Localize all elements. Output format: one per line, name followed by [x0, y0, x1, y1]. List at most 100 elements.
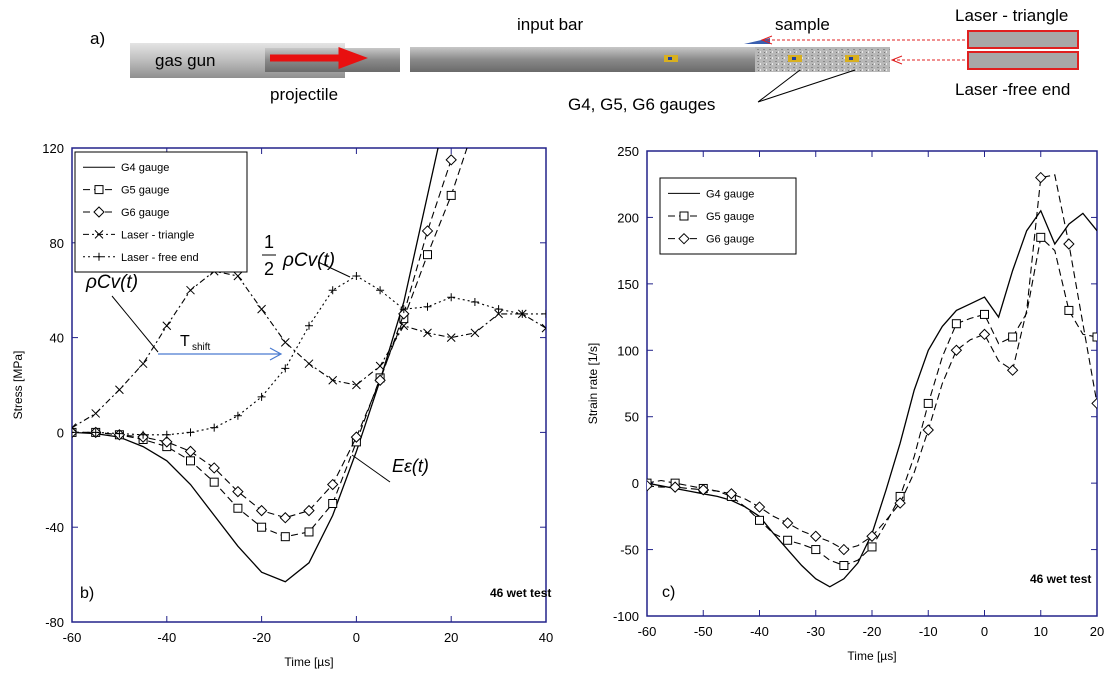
marker: [186, 456, 195, 466]
marker: [518, 309, 527, 318]
marker: [950, 344, 963, 356]
marker: [725, 488, 738, 500]
marker: [669, 481, 681, 493]
series-line: [647, 209, 1097, 588]
leader: [351, 454, 391, 483]
marker: [421, 225, 434, 237]
legend-label: G6 gauge: [121, 207, 169, 219]
marker: [446, 190, 456, 200]
y-tick-label: 200: [617, 210, 639, 225]
marker: [115, 385, 124, 395]
marker: [232, 485, 244, 498]
marker: [1064, 305, 1074, 315]
shift-arrow: [158, 347, 283, 361]
marker: [72, 423, 77, 433]
marker: [326, 478, 339, 491]
marker: [867, 542, 877, 552]
x-tick-label: 20: [1090, 624, 1104, 639]
plot-frame: [71, 147, 547, 623]
marker: [423, 328, 432, 338]
marker: [471, 120, 479, 128]
annotation: ρCv(t): [282, 250, 335, 271]
marker: [445, 154, 457, 166]
marker: [304, 527, 314, 537]
marker: [279, 512, 292, 524]
marker: [255, 504, 268, 517]
marker: [697, 484, 709, 496]
marker: [350, 431, 363, 443]
marker: [280, 532, 290, 542]
marker: [328, 375, 338, 385]
gauge: [849, 57, 853, 60]
series-line: [72, 148, 439, 583]
projectile-arrow: [270, 46, 368, 70]
marker: [541, 323, 546, 333]
setup-diagram: a) gas gun projectile input bar sample L…: [90, 6, 1079, 114]
marker: [184, 445, 197, 458]
x-tick-label: -40: [157, 630, 176, 645]
legend-label: Laser - free end: [121, 252, 199, 264]
marker: [811, 545, 821, 555]
beam-arrow: [890, 55, 903, 65]
marker: [257, 522, 267, 532]
y-tick-label: 100: [617, 343, 639, 358]
annotation: 46 wet test: [1030, 572, 1091, 586]
marker: [162, 321, 172, 331]
marker: [1091, 397, 1097, 410]
marker: [447, 293, 456, 302]
annotation: ρCv(t): [85, 272, 138, 293]
x-tick-label: 0: [353, 630, 360, 645]
marker: [352, 380, 361, 390]
marker: [139, 430, 148, 439]
x-tick-label: -20: [252, 630, 271, 645]
y-tick-label: 150: [617, 277, 639, 292]
legend-label: G5 gauge: [706, 211, 754, 223]
x-tick-label: -60: [63, 630, 82, 645]
y-axis-label: Strain rate [1/s]: [586, 343, 600, 424]
y-tick-label: -80: [45, 615, 64, 630]
input-bar: [410, 47, 755, 72]
marker: [209, 477, 219, 487]
marker: [470, 328, 480, 338]
marker: [494, 305, 503, 314]
marker: [399, 305, 408, 314]
legend-marker: [95, 252, 103, 261]
marker: [781, 517, 794, 529]
series-line: [72, 270, 546, 429]
gauge: [792, 57, 796, 60]
marker: [810, 530, 822, 542]
marker: [352, 271, 361, 280]
annotation: b): [80, 585, 94, 602]
marker: [1092, 332, 1097, 342]
legend-marker: [94, 230, 104, 239]
marker: [186, 285, 195, 295]
marker: [304, 359, 314, 369]
marker: [783, 535, 793, 545]
marker: [233, 411, 242, 420]
marker: [305, 321, 313, 330]
y-tick-label: 0: [632, 476, 639, 491]
marker: [233, 503, 243, 513]
marker: [446, 333, 456, 342]
y-tick-label: 250: [617, 144, 639, 159]
input-bar-label: input bar: [517, 15, 583, 34]
marker: [647, 480, 653, 492]
marker: [951, 319, 961, 329]
marker: [303, 504, 315, 517]
annotation: 46 wet test: [490, 586, 551, 600]
triangle: [744, 38, 770, 44]
legend-label: G6 gauge: [706, 234, 754, 246]
gas-gun-label: gas gun: [155, 51, 216, 70]
marker: [755, 515, 764, 525]
marker: [328, 499, 338, 508]
marker: [91, 428, 100, 437]
laser-triangle-label: Laser - triangle: [955, 6, 1068, 25]
legend-marker: [678, 232, 690, 245]
marker: [978, 328, 991, 341]
laser-triangle: [967, 30, 1079, 49]
y-tick-label: 80: [50, 236, 64, 251]
marker: [894, 497, 906, 509]
marker: [1006, 364, 1019, 376]
legend-label: G4 gauge: [706, 188, 754, 200]
annotation: Eε(t): [392, 456, 429, 476]
